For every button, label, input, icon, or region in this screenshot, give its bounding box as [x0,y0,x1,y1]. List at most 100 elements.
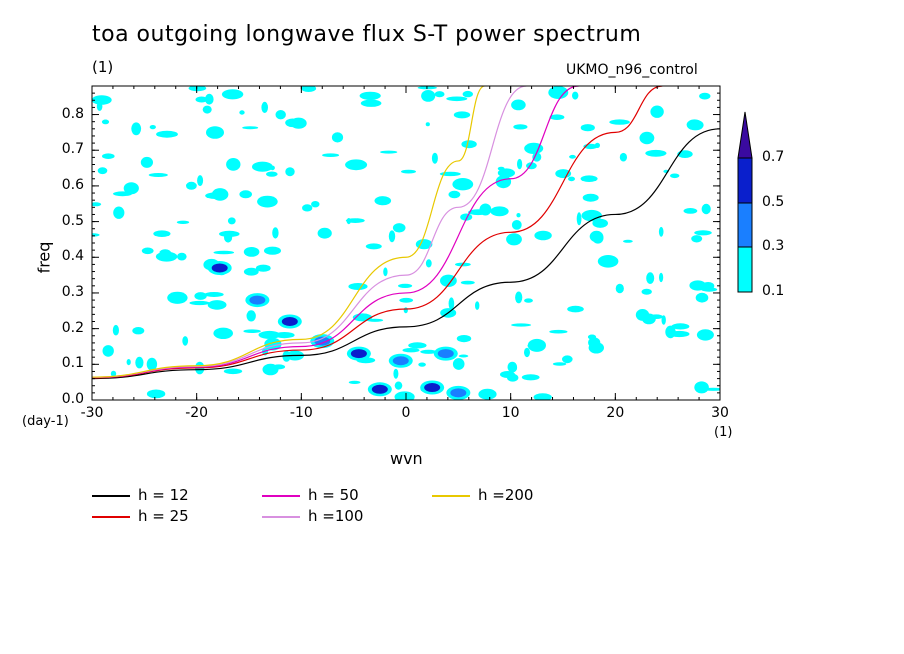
contour-patch [255,264,271,272]
contour-patch [452,358,465,370]
contour-patch [202,105,212,114]
contour-patch [532,152,542,162]
colorbar-label: 0.7 [762,149,785,165]
colorbar-label: 0.5 [762,194,785,210]
contour-patch [694,381,709,394]
contour-patch [140,156,153,168]
contour-patch [205,93,214,105]
contour-patch [317,227,332,239]
y-axis-unit: (day-1) [22,414,69,429]
contour-patch [517,158,523,170]
contour-patch [555,169,572,179]
contour-patch [695,292,709,303]
contour-patch [506,233,522,246]
contour-patch [252,161,273,172]
legend-swatch [262,516,300,518]
y-tick-label: 0.0 [61,391,84,407]
y-axis-label: freq [34,241,54,274]
chart-title: toa outgoing longwave flux S-T power spe… [92,22,642,47]
colorbar-extension [737,111,753,159]
contour-patch [549,329,568,334]
contour-patch [452,178,474,191]
legend-swatch [432,495,470,497]
contour-patch [266,171,278,177]
contour-patch [475,301,480,310]
legend-label: h = 12 [138,486,189,504]
contour-patch [421,90,436,102]
contour-blob [424,383,441,393]
contour-patch [359,91,381,100]
contour-patch [226,158,241,171]
contour-patch [264,246,281,255]
y-tick-label: 0.4 [61,248,84,265]
contour-patch [403,307,408,314]
contour-patch [696,329,714,341]
contour-patch [645,149,667,157]
contour-patch [148,173,168,177]
contour-patch [176,220,190,224]
contour-patch [92,202,102,207]
contour-blob [450,388,467,398]
contour-patch [243,247,260,257]
colorbar-segment [737,202,753,248]
contour-blob [437,349,454,359]
contour-patch [243,329,261,334]
contour-patch [619,152,628,162]
contour-patch [311,201,320,208]
contour-patch [533,393,552,400]
contour-patch [694,230,712,236]
contour-patch [641,288,652,295]
contour-patch [635,309,650,321]
x-tick-label: 0 [401,405,411,421]
contour-patch [490,206,509,217]
contour-patch [580,175,598,182]
contour-patch [227,217,236,225]
contour-patch [448,190,461,199]
contour-patch [588,342,604,354]
colorbar-segment [737,246,753,293]
contour-patch [131,122,142,136]
x-axis-label: wvn [390,449,423,468]
contour-patch [439,171,461,177]
contour-patch [576,212,582,226]
contour-patch [197,175,204,187]
contour-patch [322,153,340,157]
contour-patch [670,173,680,179]
contour-patch [141,247,154,255]
contour-patch [671,323,690,330]
contour-patch [524,347,530,358]
contour-patch [135,356,144,369]
colorbar-label: 0.1 [762,283,785,299]
contour-patch [609,119,630,125]
contour-patch [366,318,384,322]
contour-patch [402,348,420,353]
contour-patch [615,283,624,294]
legend-swatch [92,516,130,518]
contour-patch [592,218,608,228]
contour-patch [399,297,414,303]
contour-blob [371,384,388,394]
contour-patch [101,119,110,125]
contour-patch [461,140,477,149]
contour-patch [224,231,233,243]
contour-patch [511,220,522,230]
contour-patch [458,354,469,358]
contour-patch [243,267,259,276]
contour-patch [462,90,473,98]
contour-patch [569,154,576,159]
contour-noise-field [92,86,720,400]
dispersion-curve [92,86,527,378]
contour-blob [281,317,298,326]
contour-patch [580,124,595,132]
contour-patch [683,208,698,214]
contour-patch [301,86,317,92]
contour-patch [383,267,388,277]
contour-patch [594,142,601,148]
contour-patch [434,91,445,98]
contour-patch [221,89,244,100]
contour-patch [572,91,579,100]
legend-label: h =100 [308,507,364,525]
contour-patch [167,291,188,304]
contour-patch [102,153,115,159]
legend-label: h =200 [478,486,534,504]
